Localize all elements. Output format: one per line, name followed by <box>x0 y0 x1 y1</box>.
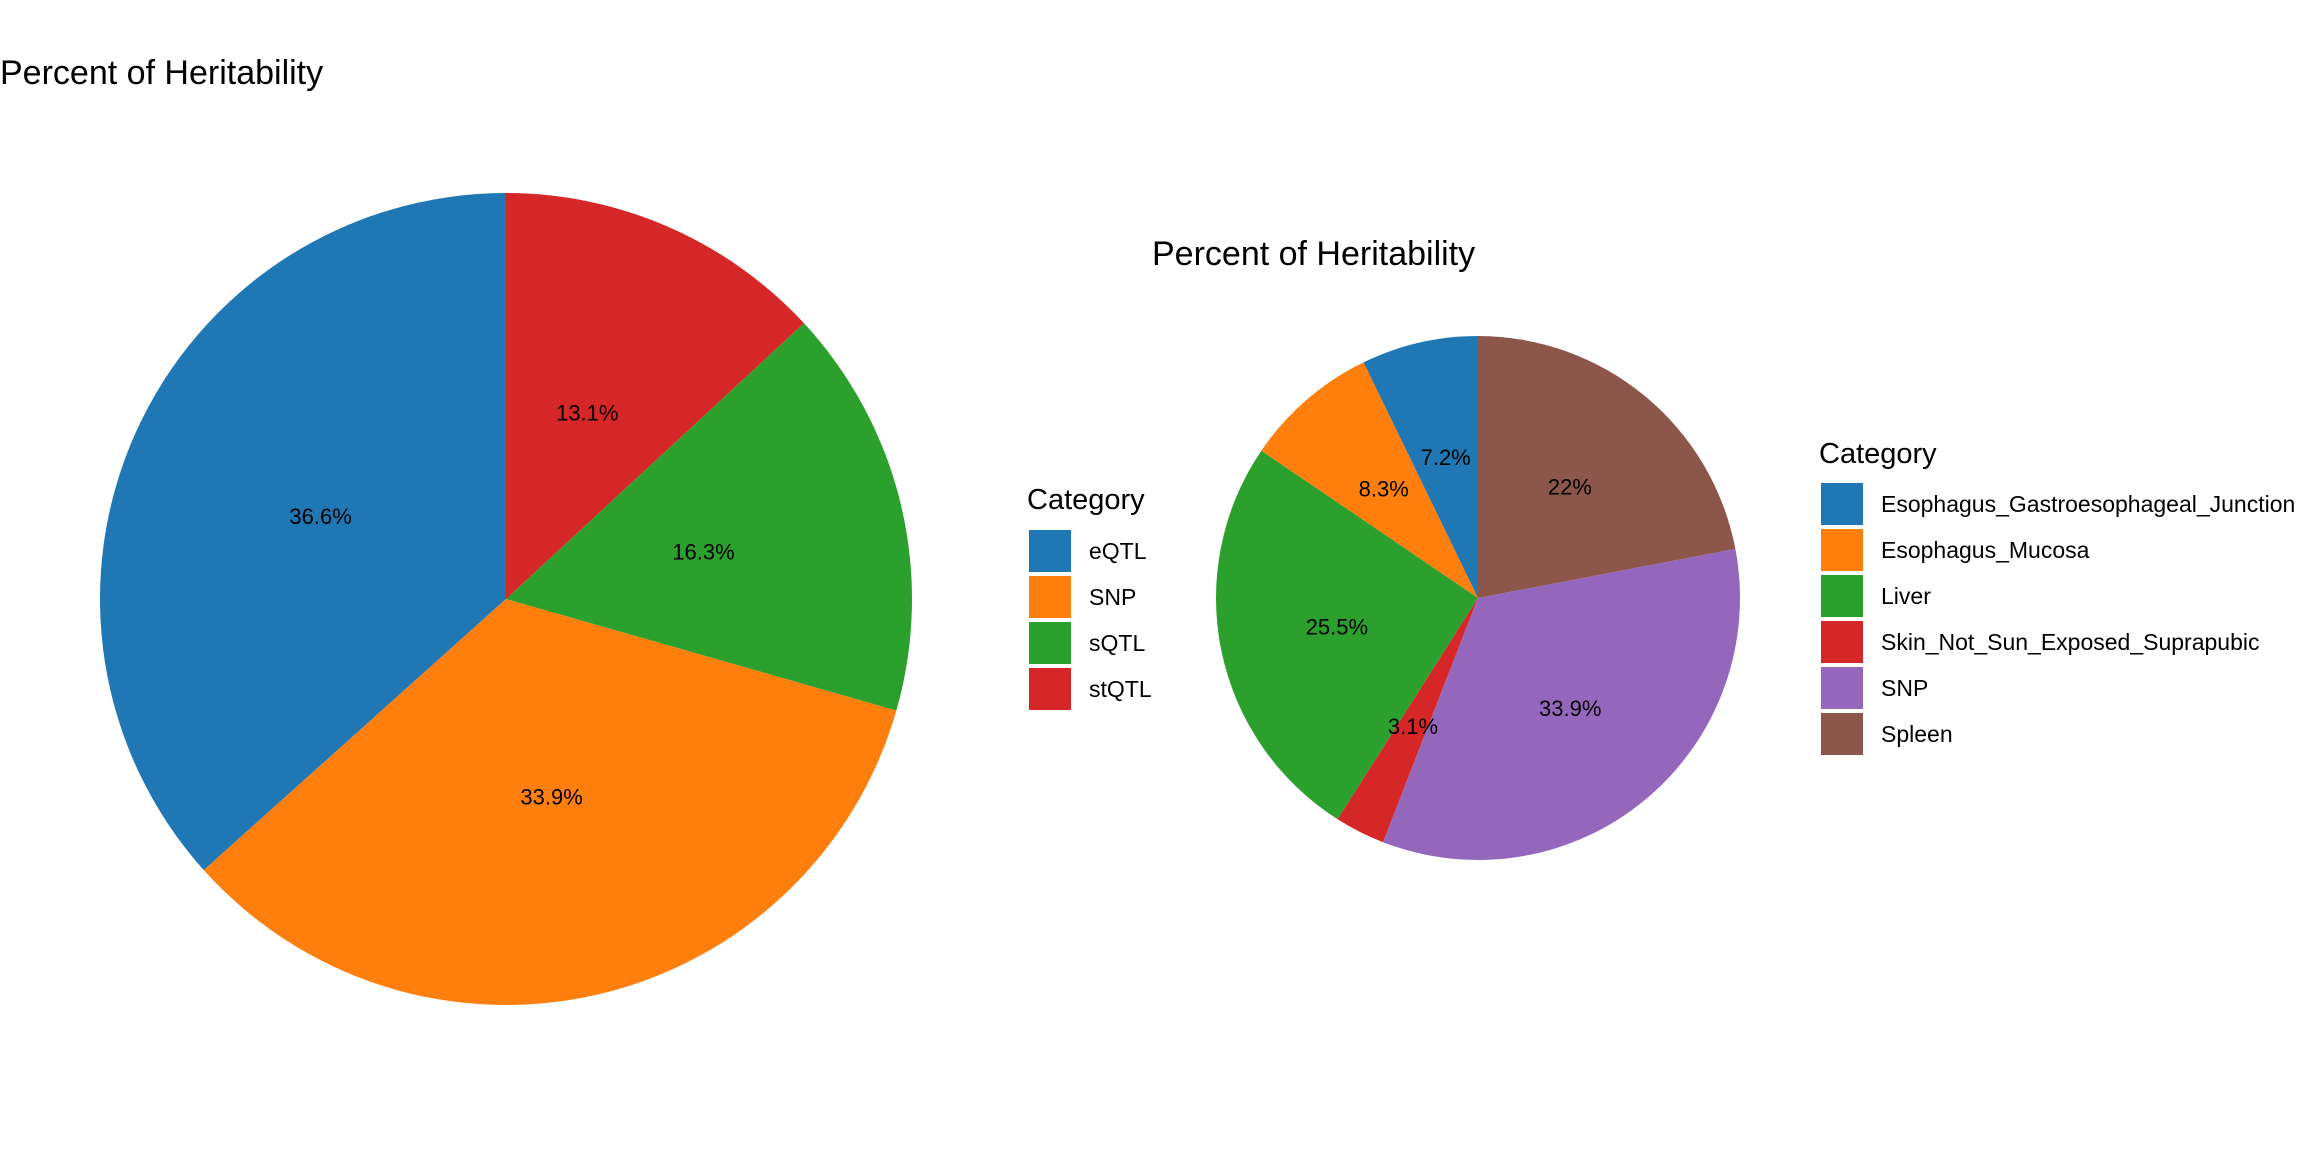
legend-label-snp: SNP <box>1089 584 1136 610</box>
slice-label-esophagus-mucosa: 8.3% <box>1359 477 1409 502</box>
slice-label-esophagus-gastroesophageal-junction: 7.2% <box>1421 445 1471 470</box>
pie-slice-spleen <box>1478 336 1736 598</box>
pie-slice-eqtl <box>99 193 506 871</box>
slice-label-snp: 33.9% <box>520 784 582 809</box>
legend-label-sqtl: sQTL <box>1089 630 1145 656</box>
slice-label-spleen: 22% <box>1548 474 1592 499</box>
pie-slice-skin-not-sun-exposed-suprapubic <box>1337 598 1478 843</box>
legend-swatch-sqtl <box>1029 622 1071 664</box>
legend-label-snp: SNP <box>1881 675 1928 701</box>
legend-swatch-liver <box>1821 575 1863 617</box>
chart-heritability-by-qtl: Percent of Heritability 36.6% 33.9% 16.3% 1… <box>0 54 1152 1005</box>
legend-swatch-skin-not-sun-exposed-suprapubic <box>1821 621 1863 663</box>
pie-slice-snp <box>1383 548 1740 860</box>
legend-label-esophagus-mucosa: Esophagus_Mucosa <box>1881 537 2090 563</box>
chart-2-legend: Category Esophagus_Gastroesophageal_Junc… <box>1819 438 2295 755</box>
chart-2-slices <box>1216 336 1740 860</box>
chart-1-legend: Category eQTL SNP sQTL stQTL <box>1027 484 1152 710</box>
legend-label-esophagus-gastroesophageal-junction: Esophagus_Gastroesophageal_Junction <box>1881 491 2295 517</box>
pie-slice-esophagus-mucosa <box>1261 362 1478 598</box>
chart-1-slices <box>99 193 912 1005</box>
chart-1-legend-title: Category <box>1027 484 1145 516</box>
chart-2-slice-labels: 7.2% 8.3% 25.5% 3.1% 33.9% 22% <box>1306 445 1602 739</box>
chart-2-title: Percent of Heritability <box>1152 235 1475 273</box>
chart-2-legend-title: Category <box>1819 438 1937 470</box>
chart-heritability-by-tissue: Percent of Heritability 7.2% 8.3% 25.5% 3.1… <box>1152 235 2295 860</box>
slice-label-stqtl: 13.1% <box>556 400 618 425</box>
legend-swatch-eqtl <box>1029 530 1071 572</box>
pie-slice-sqtl <box>506 323 912 711</box>
slice-label-snp: 33.9% <box>1539 696 1601 721</box>
legend-label-liver: Liver <box>1881 583 1931 609</box>
pie-slice-stqtl <box>506 193 804 599</box>
legend-swatch-snp <box>1029 576 1071 618</box>
legend-label-spleen: Spleen <box>1881 721 1953 747</box>
legend-swatch-esophagus-gastroesophageal-junction <box>1821 483 1863 525</box>
legend-swatch-stqtl <box>1029 668 1071 710</box>
legend-label-eqtl: eQTL <box>1089 538 1147 564</box>
slice-label-eqtl: 36.6% <box>289 504 351 529</box>
legend-label-skin-not-sun-exposed-suprapubic: Skin_Not_Sun_Exposed_Suprapubic <box>1881 629 2260 655</box>
pie-slice-esophagus-gastroesophageal-junction <box>1363 336 1478 598</box>
slice-label-skin-not-sun-exposed-suprapubic: 3.1% <box>1388 714 1438 739</box>
legend-swatch-spleen <box>1821 713 1863 755</box>
chart-1-slice-labels: 36.6% 33.9% 16.3% 13.1% <box>289 400 734 809</box>
legend-swatch-esophagus-mucosa <box>1821 529 1863 571</box>
legend-swatch-snp <box>1821 667 1863 709</box>
slice-label-liver: 25.5% <box>1306 615 1368 640</box>
slice-label-sqtl: 16.3% <box>672 539 734 564</box>
legend-label-stqtl: stQTL <box>1089 676 1152 702</box>
pie-slice-liver <box>1216 450 1478 820</box>
pie-slice-snp <box>203 599 897 1005</box>
chart-1-title: Percent of Heritability <box>0 54 323 92</box>
